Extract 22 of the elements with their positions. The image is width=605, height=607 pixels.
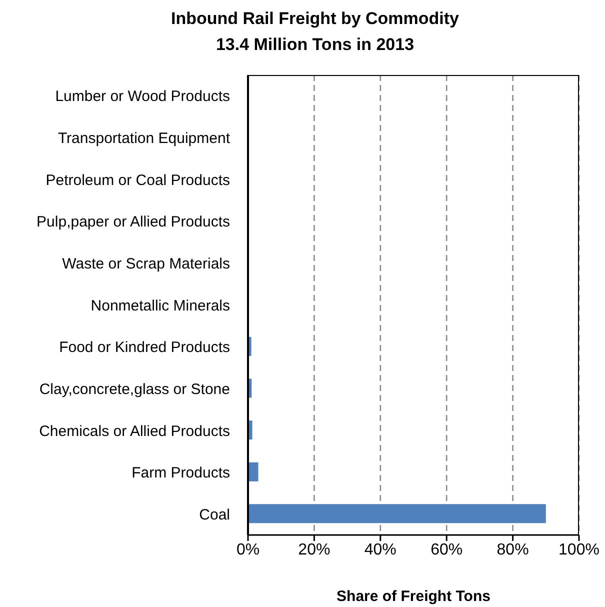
x-tick-label: 20% bbox=[298, 541, 330, 558]
x-tick-label: 0% bbox=[236, 541, 260, 558]
bar bbox=[248, 462, 258, 482]
y-tick-label: Petroleum or Coal Products bbox=[46, 172, 230, 189]
x-tick-label: 60% bbox=[430, 541, 463, 558]
y-tick-label: Clay,concrete,glass or Stone bbox=[39, 380, 230, 398]
y-tick-label: Food or Kindred Products bbox=[59, 339, 230, 356]
y-tick-label: Nonmetallic Minerals bbox=[90, 297, 230, 314]
x-tick-label: 40% bbox=[364, 541, 396, 558]
y-tick-label: Coal bbox=[199, 506, 230, 524]
y-tick-label: Chemicals or Allied Products bbox=[39, 422, 230, 440]
chart-subtitle: 13.4 Million Tons in 2013 bbox=[214, 34, 416, 56]
y-tick-label: Transportation Equipment bbox=[58, 130, 231, 148]
y-tick-label: Waste or Scrap Materials bbox=[62, 256, 230, 273]
y-tick-label: Lumber or Wood Products bbox=[55, 88, 230, 106]
y-tick-label: Farm Products bbox=[132, 464, 230, 482]
bar bbox=[248, 504, 546, 524]
x-axis-title: Share of Freight Tons bbox=[336, 588, 490, 605]
x-tick-label: 100% bbox=[558, 541, 600, 558]
y-tick-label: Pulp,paper or Allied Products bbox=[36, 214, 230, 231]
x-tick-label: 80% bbox=[496, 541, 529, 558]
chart-title: Inbound Rail Freight by Commodity bbox=[170, 8, 460, 30]
